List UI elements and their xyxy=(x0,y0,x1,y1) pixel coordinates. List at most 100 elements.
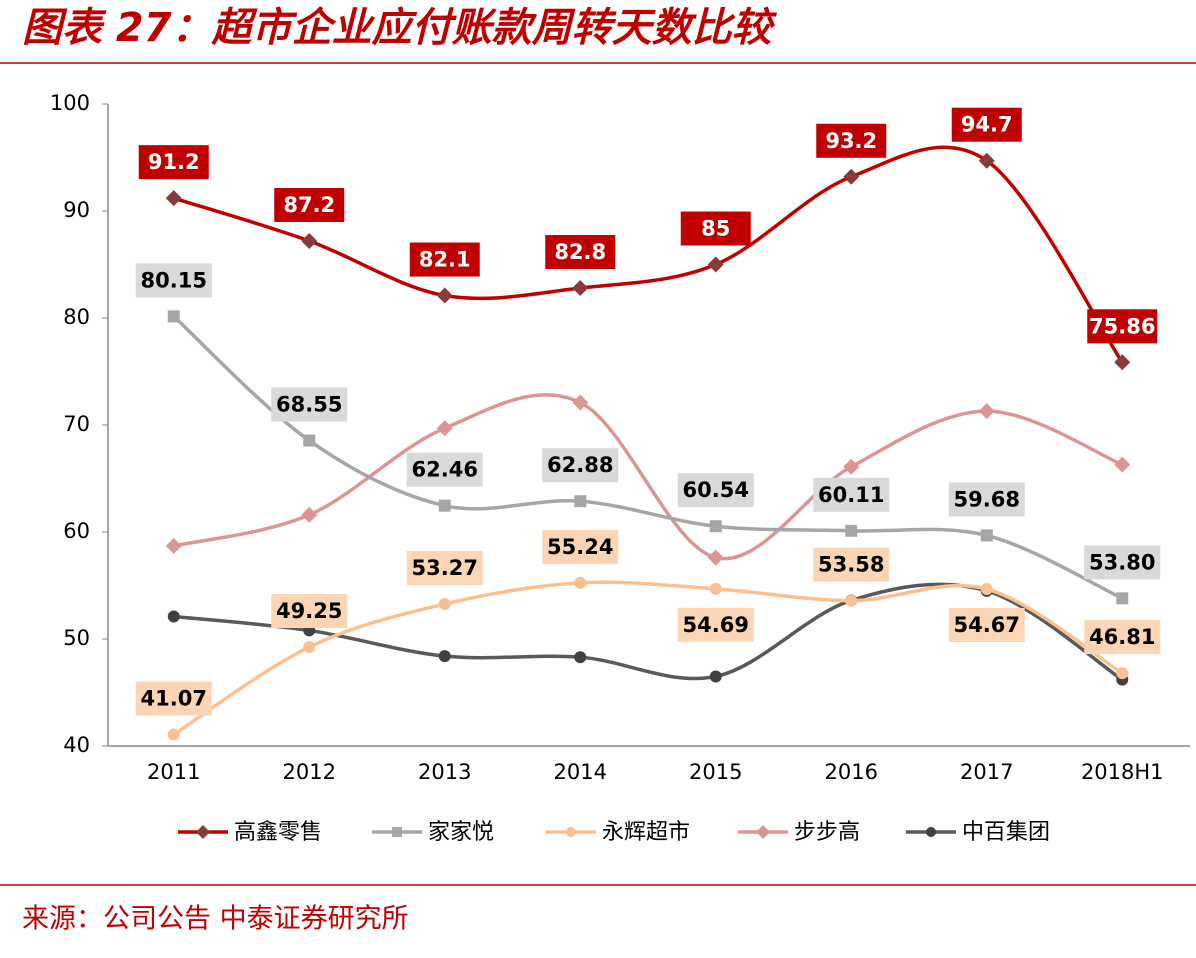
data-point xyxy=(572,280,589,297)
data-label-box xyxy=(951,107,1022,142)
data-label: 54.69 xyxy=(683,613,749,637)
y-tick-label: 70 xyxy=(63,412,90,436)
legend-label: 步步高 xyxy=(794,820,860,845)
data-point xyxy=(709,520,722,533)
data-label-box xyxy=(545,235,616,270)
legend-marker xyxy=(196,825,210,839)
y-tick-label: 60 xyxy=(63,519,90,543)
data-point xyxy=(167,610,180,623)
data-point xyxy=(1114,354,1131,371)
series-line xyxy=(172,580,1124,737)
data-point xyxy=(1116,667,1129,680)
data-label: 46.81 xyxy=(1089,625,1155,649)
data-label: 60.11 xyxy=(818,483,884,507)
data-point xyxy=(303,641,316,654)
data-point xyxy=(1114,456,1131,473)
data-label: 59.68 xyxy=(954,487,1020,511)
y-tick-label: 50 xyxy=(63,626,90,650)
data-label-box xyxy=(948,482,1025,517)
x-tick-label: 2013 xyxy=(418,760,471,784)
data-point xyxy=(438,598,451,611)
x-tick-label: 2011 xyxy=(147,760,200,784)
series-line xyxy=(172,315,1123,600)
data-label: 41.07 xyxy=(141,687,207,711)
data-label: 87.2 xyxy=(283,193,335,217)
data-point xyxy=(980,583,993,596)
legend-marker xyxy=(392,827,402,837)
legend-label: 高鑫零售 xyxy=(234,820,322,845)
data-label-box xyxy=(680,211,751,246)
data-point xyxy=(843,168,860,185)
legend-marker xyxy=(926,827,936,837)
series-line xyxy=(173,393,1123,561)
data-point xyxy=(303,434,316,447)
data-point xyxy=(301,506,318,523)
y-tick-label: 80 xyxy=(63,305,90,329)
y-tick-label: 90 xyxy=(63,198,90,222)
data-label: 82.1 xyxy=(419,248,471,272)
data-point xyxy=(1116,592,1129,605)
x-tick-label: 2015 xyxy=(689,760,742,784)
data-point xyxy=(572,394,589,411)
data-label-box xyxy=(1084,620,1161,655)
data-label-box xyxy=(677,473,754,508)
data-point xyxy=(438,650,451,663)
legend-marker xyxy=(756,825,770,839)
data-label: 85 xyxy=(701,217,730,241)
data-label: 49.25 xyxy=(276,599,342,623)
data-label-box xyxy=(274,187,345,222)
y-tick-label: 100 xyxy=(50,91,90,115)
data-label-box xyxy=(542,448,619,483)
data-point xyxy=(301,232,318,249)
x-tick-label: 2014 xyxy=(554,760,607,784)
data-label-box xyxy=(406,452,483,487)
y-tick-label: 40 xyxy=(63,733,90,757)
data-label: 75.86 xyxy=(1089,314,1155,338)
data-point xyxy=(167,310,180,323)
legend-marker xyxy=(566,827,576,837)
data-label-box xyxy=(948,608,1025,643)
data-point xyxy=(709,582,722,595)
data-label-box xyxy=(816,123,887,158)
data-point xyxy=(574,576,587,589)
data-label: 62.46 xyxy=(412,458,478,482)
data-point xyxy=(843,458,860,475)
data-label: 55.24 xyxy=(547,535,613,559)
data-label: 80.15 xyxy=(141,268,207,292)
data-label: 54.67 xyxy=(954,613,1020,637)
data-label-box xyxy=(406,551,483,586)
x-tick-label: 2017 xyxy=(960,760,1013,784)
data-label-box xyxy=(135,263,212,298)
data-label: 68.55 xyxy=(276,393,342,417)
x-tick-label: 2016 xyxy=(825,760,878,784)
data-label-box xyxy=(542,529,619,564)
series-line xyxy=(173,145,1124,364)
data-point xyxy=(167,728,180,741)
data-label-box xyxy=(138,145,209,180)
data-point xyxy=(980,529,993,542)
data-label-box xyxy=(271,594,348,629)
data-label-box xyxy=(1084,545,1161,580)
data-label-box xyxy=(135,681,212,716)
data-point xyxy=(709,670,722,683)
x-tick-label: 2012 xyxy=(283,760,336,784)
x-tick-label: 2018H1 xyxy=(1081,760,1164,784)
data-point xyxy=(978,152,995,169)
legend-label: 中百集团 xyxy=(962,820,1050,845)
chart-title: 图表 27：超市企业应付账款周转天数比较 xyxy=(22,5,778,51)
data-point xyxy=(845,524,858,537)
data-point xyxy=(978,403,995,420)
data-label: 93.2 xyxy=(825,129,877,153)
data-point xyxy=(707,549,724,566)
legend-label: 家家悦 xyxy=(428,820,494,845)
data-label-box xyxy=(409,242,480,277)
data-label-box xyxy=(813,547,890,582)
data-point xyxy=(707,256,724,273)
data-label: 62.88 xyxy=(547,453,613,477)
data-label: 60.54 xyxy=(683,478,749,502)
data-point xyxy=(574,495,587,508)
data-point xyxy=(165,190,182,207)
data-label-box xyxy=(271,387,348,422)
data-label: 94.7 xyxy=(961,113,1013,137)
data-point xyxy=(436,287,453,304)
